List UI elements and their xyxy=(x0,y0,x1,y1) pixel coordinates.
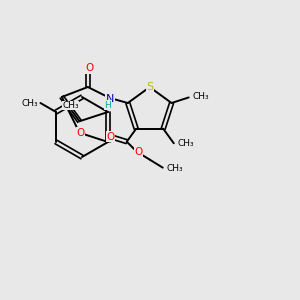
Text: H: H xyxy=(104,100,111,109)
Text: O: O xyxy=(86,63,94,73)
Text: S: S xyxy=(146,82,153,92)
Text: CH₃: CH₃ xyxy=(178,139,194,148)
Text: CH₃: CH₃ xyxy=(167,164,183,173)
Text: O: O xyxy=(106,132,115,142)
Text: N: N xyxy=(106,94,114,104)
Text: O: O xyxy=(135,147,143,157)
Text: CH₃: CH₃ xyxy=(62,101,79,110)
Text: O: O xyxy=(76,128,85,138)
Text: CH₃: CH₃ xyxy=(193,92,209,101)
Text: CH₃: CH₃ xyxy=(22,98,38,107)
